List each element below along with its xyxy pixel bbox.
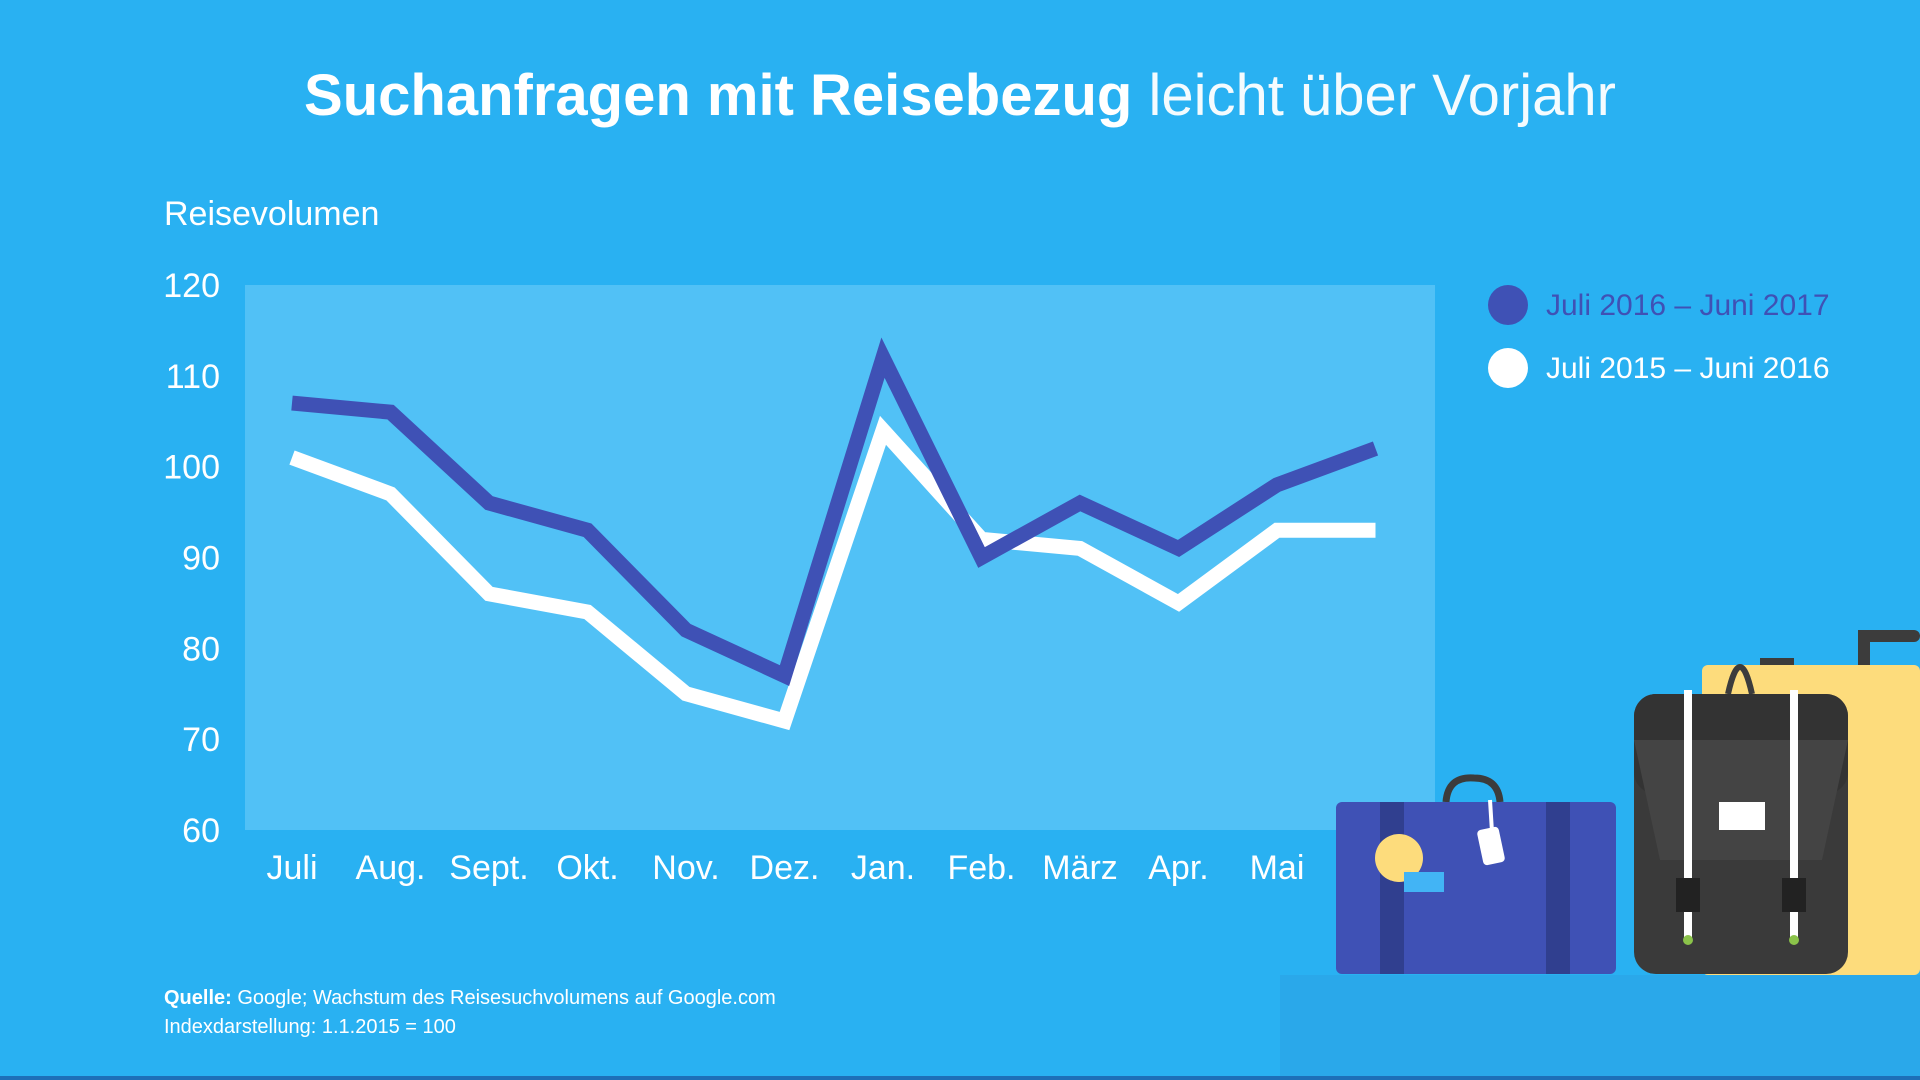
blue-suitcase-icon xyxy=(1336,774,1616,974)
x-tick-label: Jan. xyxy=(851,849,915,887)
backpack-icon xyxy=(1634,664,1848,974)
y-tick-label: 60 xyxy=(182,812,220,850)
series-line-2016-2017 xyxy=(291,337,1379,686)
x-tick-label: Nov. xyxy=(652,849,719,887)
x-tick-label: März xyxy=(1042,849,1118,887)
floor-shadow xyxy=(1280,975,1920,1080)
chart-title: Suchanfragen mit Reisebezug leicht über … xyxy=(0,62,1920,129)
x-tick-label: Juli xyxy=(266,849,317,887)
legend: Juli 2016 – Juni 2017 Juli 2015 – Juni 2… xyxy=(1488,285,1830,388)
y-tick-label: 110 xyxy=(166,358,220,396)
source-text: Google; Wachstum des Reisesuchvolumens a… xyxy=(237,987,776,1009)
y-axis-label: Reisevolumen xyxy=(164,195,380,233)
y-tick-label: 70 xyxy=(182,721,220,759)
x-tick-label: Mai xyxy=(1250,849,1305,887)
y-tick-label: 90 xyxy=(182,540,220,578)
series-lines xyxy=(289,337,1379,731)
index-note: Indexdarstellung: 1.1.2015 = 100 xyxy=(164,1016,456,1038)
x-tick-label: Feb. xyxy=(947,849,1015,887)
y-tick-label: 100 xyxy=(163,449,220,487)
chart-title-light: leicht über Vorjahr xyxy=(1148,63,1616,128)
legend-marker-2015-2016 xyxy=(1488,348,1528,388)
y-tick-label: 80 xyxy=(182,630,220,668)
bottom-border xyxy=(0,1076,1920,1080)
x-axis-ticks: Juli Aug. Sept. Okt. Nov. Dez. Jan. Feb. März Apr… xyxy=(266,849,1406,887)
source-note: Quelle: Google; Wachstum des Reisesuchvo… xyxy=(164,984,776,1042)
x-tick-label: Apr. xyxy=(1148,849,1208,887)
x-tick-label: Sept. xyxy=(449,849,528,887)
x-tick-label: Okt. xyxy=(556,849,618,887)
source-label: Quelle: xyxy=(164,987,232,1009)
luggage-illustration xyxy=(1280,630,1920,1080)
x-tick-label: Dez. xyxy=(750,849,820,887)
legend-item-2015-2016: Juli 2015 – Juni 2016 xyxy=(1488,348,1830,388)
y-tick-label: 120 xyxy=(163,267,220,305)
legend-item-2016-2017: Juli 2016 – Juni 2017 xyxy=(1488,285,1830,325)
y-axis-ticks: 60 70 80 90 100 110 120 xyxy=(163,267,220,850)
series-line-2015-2016 xyxy=(289,415,1376,731)
source-line: Quelle: Google; Wachstum des Reisesuchvo… xyxy=(164,984,776,1013)
legend-marker-2016-2017 xyxy=(1488,285,1528,325)
chart-title-bold: Suchanfragen mit Reisebezug xyxy=(304,63,1133,128)
x-tick-label: Aug. xyxy=(356,849,426,887)
legend-label-2016-2017: Juli 2016 – Juni 2017 xyxy=(1546,289,1830,322)
legend-label-2015-2016: Juli 2015 – Juni 2016 xyxy=(1546,352,1830,385)
